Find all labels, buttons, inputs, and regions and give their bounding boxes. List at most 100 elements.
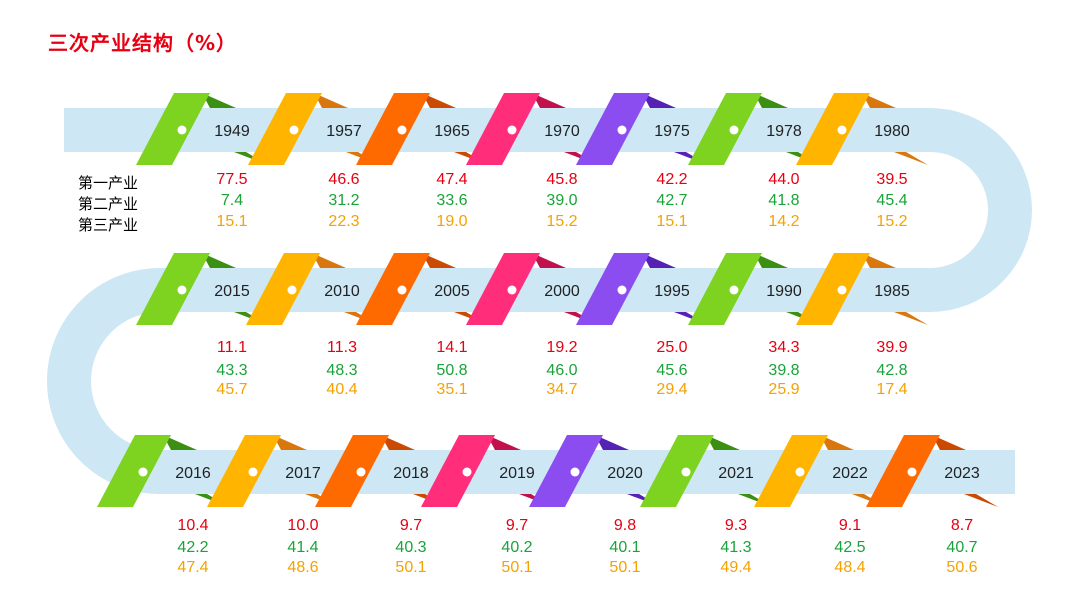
data-label: 50.6 [946, 559, 977, 576]
data-label: 50.8 [436, 362, 467, 379]
data-label: 39.5 [876, 171, 907, 188]
data-label: 42.2 [177, 539, 208, 556]
data-label: 39.9 [876, 339, 907, 356]
data-label: 45.6 [656, 362, 687, 379]
ribbon-dot [178, 126, 187, 135]
data-label: 45.8 [546, 171, 577, 188]
ribbon-dot [290, 126, 299, 135]
year-label: 1985 [874, 283, 910, 300]
data-label: 50.1 [609, 559, 640, 576]
data-label: 35.1 [436, 381, 467, 398]
year-label: 1957 [326, 123, 362, 140]
year-label: 2000 [544, 283, 580, 300]
year-label: 2017 [285, 465, 321, 482]
data-label: 14.2 [768, 213, 799, 230]
ribbon-dot [398, 126, 407, 135]
ribbon-dot [508, 126, 517, 135]
timeline-track [64, 130, 1015, 472]
year-label: 2019 [499, 465, 535, 482]
data-label: 19.2 [546, 339, 577, 356]
data-label: 46.6 [328, 171, 359, 188]
data-label: 48.4 [834, 559, 865, 576]
data-label: 19.0 [436, 213, 467, 230]
ribbon-dot [796, 468, 805, 477]
ribbon-dot [571, 468, 580, 477]
ribbon-dot [288, 286, 297, 295]
data-label: 77.5 [216, 171, 247, 188]
ribbon-dot [249, 468, 258, 477]
year-label: 2020 [607, 465, 643, 482]
data-label: 10.0 [287, 517, 318, 534]
data-label: 42.2 [656, 171, 687, 188]
data-label: 41.4 [287, 539, 318, 556]
data-label: 40.3 [395, 539, 426, 556]
data-label: 33.6 [436, 192, 467, 209]
data-label: 45.7 [216, 381, 247, 398]
year-label: 2023 [944, 465, 980, 482]
data-label: 42.7 [656, 192, 687, 209]
year-label: 1965 [434, 123, 470, 140]
data-label: 15.1 [656, 213, 687, 230]
data-label: 22.3 [328, 213, 359, 230]
ribbon-dot [618, 286, 627, 295]
ribbon-dot [139, 468, 148, 477]
data-label: 40.7 [946, 539, 977, 556]
year-label: 1975 [654, 123, 690, 140]
data-label: 42.8 [876, 362, 907, 379]
year-label: 2021 [718, 465, 754, 482]
data-label: 40.4 [326, 381, 357, 398]
data-label: 8.7 [951, 517, 973, 534]
year-label: 2016 [175, 465, 211, 482]
data-label: 47.4 [436, 171, 467, 188]
data-label: 15.2 [546, 213, 577, 230]
year-label: 2015 [214, 283, 250, 300]
data-label: 40.2 [501, 539, 532, 556]
data-label: 14.1 [436, 339, 467, 356]
data-label: 41.8 [768, 192, 799, 209]
data-label: 9.7 [400, 517, 422, 534]
data-label: 50.1 [501, 559, 532, 576]
data-label: 11.1 [217, 339, 247, 356]
ribbon-dot [357, 468, 366, 477]
ribbon-dot [463, 468, 472, 477]
year-label: 2022 [832, 465, 868, 482]
data-label: 29.4 [656, 381, 687, 398]
year-label: 2010 [324, 283, 360, 300]
ribbon-dot [908, 468, 917, 477]
data-label: 10.4 [177, 517, 208, 534]
data-label: 44.0 [768, 171, 799, 188]
year-label: 1995 [654, 283, 690, 300]
year-label: 1980 [874, 123, 910, 140]
data-label: 34.7 [546, 381, 577, 398]
data-label: 9.7 [506, 517, 528, 534]
data-label: 48.6 [287, 559, 318, 576]
data-label: 40.1 [609, 539, 640, 556]
year-label: 2005 [434, 283, 470, 300]
data-label: 46.0 [546, 362, 577, 379]
data-label: 15.2 [876, 213, 907, 230]
data-label: 15.1 [216, 213, 247, 230]
ribbon-dot [682, 468, 691, 477]
data-label: 42.5 [834, 539, 865, 556]
ribbon-dot [838, 286, 847, 295]
data-label: 50.1 [395, 559, 426, 576]
ribbon-dot [838, 126, 847, 135]
data-label: 9.1 [839, 517, 861, 534]
data-label: 25.9 [768, 381, 799, 398]
year-label: 2018 [393, 465, 429, 482]
year-label: 1949 [214, 123, 250, 140]
data-label: 39.8 [768, 362, 799, 379]
data-label: 49.4 [720, 559, 751, 576]
data-label: 31.2 [328, 192, 359, 209]
data-label: 25.0 [656, 339, 687, 356]
data-label: 41.3 [720, 539, 751, 556]
data-label: 9.3 [725, 517, 747, 534]
ribbon-dot [730, 126, 739, 135]
data-label: 34.3 [768, 339, 799, 356]
year-label: 1978 [766, 123, 802, 140]
year-label: 1970 [544, 123, 580, 140]
data-label: 45.4 [876, 192, 907, 209]
data-label: 47.4 [177, 559, 208, 576]
ribbon-dot [398, 286, 407, 295]
